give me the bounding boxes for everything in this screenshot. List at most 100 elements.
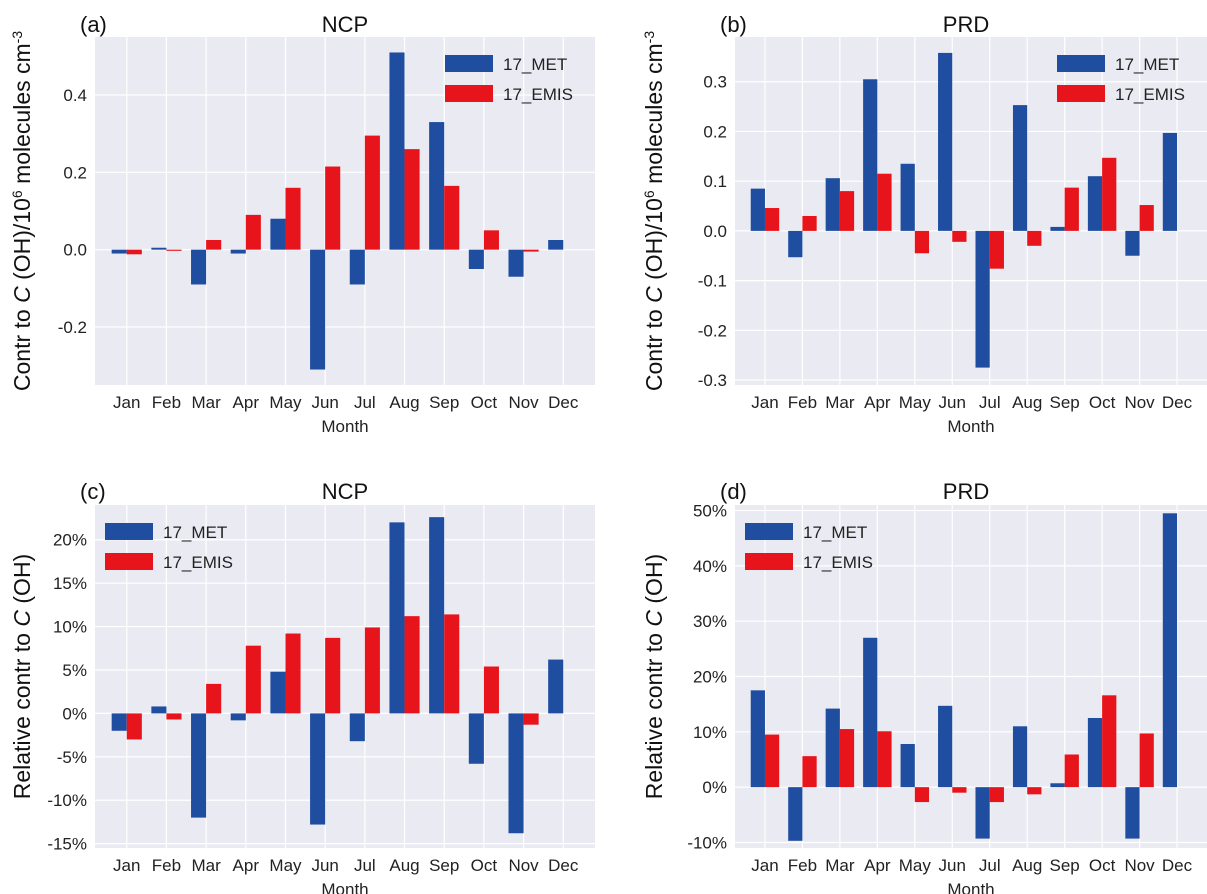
bar-17-met-jul — [349, 713, 365, 742]
bar-17-emis-may — [914, 230, 930, 254]
legend-swatch-17-met — [445, 55, 493, 72]
bar-17-met-apr — [863, 637, 878, 788]
y-axis-label-part: molecules cm — [9, 43, 35, 190]
bar-17-emis-jan — [764, 734, 780, 788]
x-tick-label: Mar — [825, 393, 855, 412]
bar-17-emis-jul — [364, 627, 380, 714]
y-tick-label: 0.2 — [63, 163, 87, 182]
x-tick-label: Oct — [1089, 856, 1116, 875]
bar-17-met-aug — [389, 522, 405, 714]
bar-17-met-may — [270, 218, 286, 250]
bar-17-emis-feb — [802, 756, 817, 788]
y-axis-label-part: -3 — [641, 31, 657, 44]
bar-17-emis-feb — [166, 713, 182, 720]
bar-17-met-feb — [151, 247, 167, 250]
y-tick-label: -10% — [47, 791, 87, 810]
x-tick-label: Mar — [191, 393, 221, 412]
bar-17-met-oct — [468, 713, 484, 764]
bar-17-emis-sep — [444, 614, 460, 714]
panel-label: (b) — [720, 12, 747, 37]
y-tick-label: -10% — [687, 833, 727, 852]
bar-17-met-may — [900, 163, 915, 231]
legend-swatch-17-met — [1057, 55, 1105, 72]
legend: 17_MET 17_EMIS — [105, 523, 233, 572]
legend-swatch-17-emis — [1057, 85, 1105, 102]
bar-17-met-apr — [863, 79, 878, 231]
y-axis-label: Contr to C (OH)/106 molecules cm-3 — [9, 31, 35, 391]
bar-17-emis-jun — [325, 637, 341, 714]
bar-17-emis-jul — [989, 787, 1004, 803]
y-axis-label-part: (OH)/10 — [641, 198, 667, 286]
chart-panel-1: -0.2 0.0 0.2 0.4 Jan Feb Mar Apr May Jun Jul Aug Sep… — [9, 12, 595, 436]
bar-17-met-dec — [548, 659, 564, 714]
y-axis-label: Relative contr to C (OH) — [641, 554, 667, 799]
bar-17-met-may — [270, 671, 286, 714]
y-axis-label-part: Relative contr to — [641, 627, 667, 800]
y-tick-label: 0.3 — [703, 73, 727, 92]
x-tick-label: Jul — [354, 856, 376, 875]
x-tick-label: Oct — [471, 856, 498, 875]
y-tick-label: 5% — [62, 661, 87, 680]
x-tick-label: Jun — [311, 393, 338, 412]
legend-label: 17_MET — [163, 523, 227, 542]
chart-panel-2: -0.3 -0.2 -0.1 0.0 0.1 0.2 0.3 Jan Feb Mar Apr May J… — [641, 12, 1207, 436]
x-tick-label: May — [269, 856, 302, 875]
bar-17-met-sep — [429, 122, 445, 250]
bar-17-met-jan — [750, 690, 765, 788]
bar-17-emis-aug — [1027, 230, 1042, 246]
bar-17-met-jan — [111, 249, 127, 254]
x-tick-label: Dec — [1162, 856, 1193, 875]
bar-17-emis-jan — [126, 713, 142, 740]
x-tick-label: Jul — [979, 393, 1001, 412]
bar-17-emis-sep — [444, 185, 460, 250]
bar-17-emis-nov — [523, 249, 539, 252]
bar-17-met-aug — [1012, 726, 1028, 788]
y-tick-label: -0.2 — [58, 318, 87, 337]
y-tick-label: 0% — [702, 778, 727, 797]
legend: 17_MET 17_EMIS — [1057, 55, 1185, 104]
bar-17-emis-jul — [364, 135, 380, 250]
y-axis-label-part: molecules cm — [641, 43, 667, 190]
bar-17-emis-nov — [1139, 733, 1154, 788]
bar-17-emis-jun — [325, 166, 341, 250]
y-tick-label: 0% — [62, 704, 87, 723]
x-tick-label: Feb — [152, 393, 181, 412]
panel-label: (d) — [720, 479, 747, 504]
bar-17-met-jun — [310, 249, 326, 370]
legend-label: 17_EMIS — [163, 553, 233, 572]
x-tick-label: Jan — [751, 856, 778, 875]
x-tick-label: Feb — [788, 856, 817, 875]
bar-17-emis-oct — [1102, 695, 1117, 788]
x-tick-label: Oct — [471, 393, 498, 412]
chart-title: PRD — [943, 12, 989, 37]
x-tick-label: May — [899, 856, 932, 875]
x-tick-label: Jun — [939, 856, 966, 875]
legend-swatch-17-emis — [105, 553, 153, 570]
x-tick-label: May — [269, 393, 302, 412]
x-tick-label: Aug — [1012, 856, 1042, 875]
x-tick-label: Jul — [979, 856, 1001, 875]
y-tick-label: -0.1 — [698, 272, 727, 291]
bar-17-met-mar — [191, 249, 207, 285]
legend-swatch-17-emis — [745, 553, 793, 570]
bar-17-emis-jul — [989, 230, 1004, 269]
y-tick-label: 10% — [693, 723, 727, 742]
x-tick-label: Nov — [508, 393, 539, 412]
bar-17-met-mar — [825, 708, 840, 788]
bar-17-met-jan — [750, 188, 765, 231]
bar-17-met-aug — [1012, 105, 1028, 231]
bar-17-met-oct — [1087, 717, 1103, 788]
y-tick-label: 0.1 — [703, 172, 727, 191]
y-axis-label-part: C — [641, 286, 667, 303]
chart-title: PRD — [943, 479, 989, 504]
y-tick-label: -0.2 — [698, 321, 727, 340]
y-tick-label: 30% — [693, 612, 727, 631]
bar-17-met-feb — [788, 230, 803, 258]
x-axis-label: Month — [947, 880, 994, 894]
bar-17-emis-apr — [245, 645, 261, 714]
bar-17-met-oct — [1087, 176, 1103, 231]
bar-17-emis-sep — [1064, 754, 1079, 788]
bar-17-emis-mar — [206, 240, 222, 250]
x-tick-label: Aug — [389, 856, 419, 875]
x-axis-label: Month — [321, 880, 368, 894]
